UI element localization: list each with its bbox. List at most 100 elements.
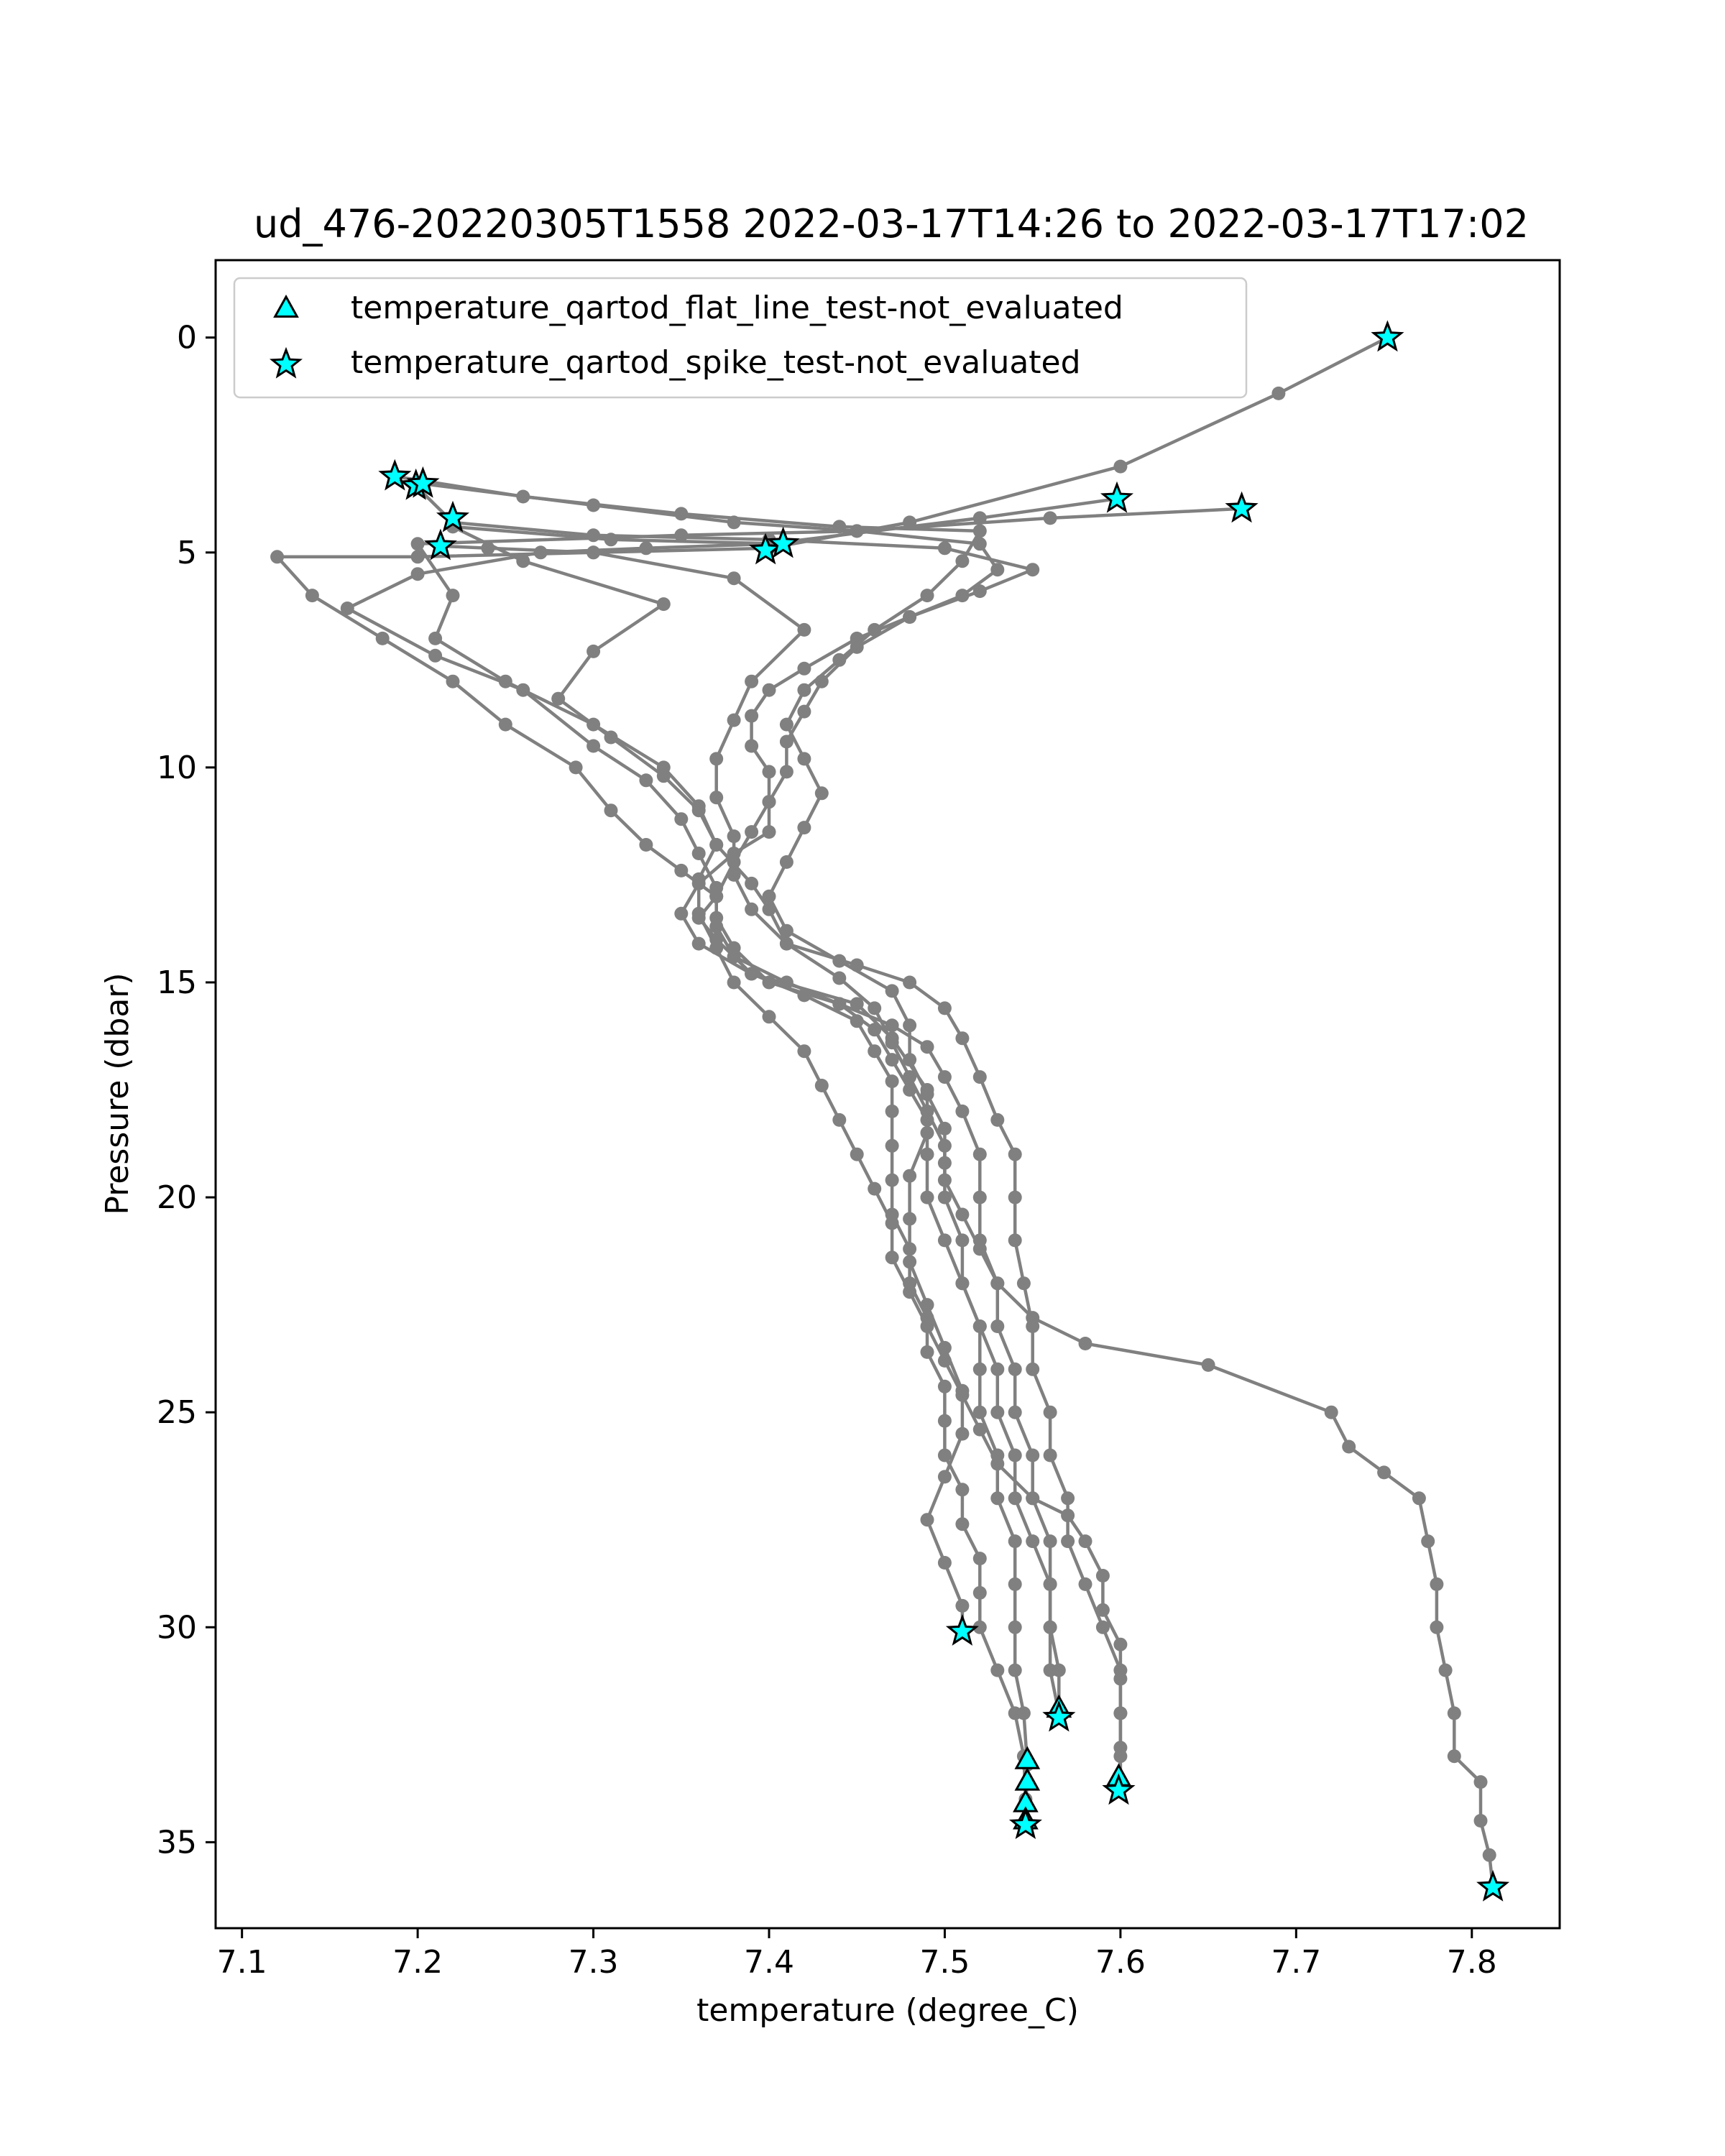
data-point [885, 1074, 899, 1089]
data-point [586, 644, 601, 658]
data-point [516, 554, 530, 568]
data-point [551, 691, 566, 706]
data-point [903, 1242, 917, 1256]
data-point [745, 709, 759, 723]
data-point [903, 1053, 917, 1067]
data-point [920, 1147, 934, 1161]
axes-frame [214, 259, 1561, 1930]
data-point [1438, 1663, 1453, 1677]
data-point [903, 1070, 917, 1084]
data-point [903, 610, 917, 624]
data-point [972, 1242, 987, 1256]
data-point [709, 919, 724, 934]
y-tick-label: 5 [177, 535, 197, 571]
legend-label: temperature_qartod_flat_line_test-not_ev… [351, 290, 1123, 326]
data-point [762, 889, 776, 903]
data-point [937, 1070, 952, 1084]
data-point [674, 906, 689, 921]
profile-path [346, 497, 1118, 1714]
data-point [533, 545, 548, 560]
data-point [410, 537, 425, 551]
data-point [885, 1018, 899, 1033]
data-point [779, 717, 794, 732]
data-point [691, 803, 706, 818]
data-point [814, 674, 829, 688]
data-point [1482, 1848, 1496, 1862]
data-point [885, 984, 899, 998]
data-point [446, 589, 460, 603]
data-point [972, 1190, 987, 1204]
x-axis: 7.1 7.2 7.3 7.4 7.5 7.6 7.7 7.8 [217, 1928, 1497, 1981]
data-point [903, 1212, 917, 1226]
legend-star-icon [269, 346, 303, 379]
data-point [1008, 1620, 1022, 1634]
data-point [797, 622, 811, 637]
data-point [1421, 1534, 1435, 1549]
data-point [972, 1319, 987, 1333]
data-point [1061, 1508, 1075, 1523]
data-point [1008, 1448, 1022, 1462]
x-tick-label: 7.2 [392, 1944, 443, 1981]
data-point [745, 674, 759, 688]
data-point [727, 867, 741, 882]
data-point [762, 1010, 776, 1024]
data-point [498, 674, 512, 688]
data-point [885, 1104, 899, 1118]
data-point [885, 1138, 899, 1153]
data-point [1043, 511, 1057, 525]
spike-marker [1042, 1700, 1076, 1732]
data-point [797, 661, 811, 676]
flag-series [378, 320, 1510, 1902]
data-point [1026, 1491, 1040, 1506]
data-point [990, 1405, 1005, 1419]
data-point [745, 902, 759, 916]
data-point [1271, 386, 1286, 400]
data-point [1078, 1337, 1092, 1350]
data-point [990, 1491, 1005, 1506]
data-point [937, 1138, 952, 1153]
data-point [850, 524, 864, 538]
data-point [569, 760, 583, 775]
data-point [920, 1087, 934, 1101]
legend-marker [269, 346, 303, 379]
y-axis: 0 5 10 15 20 25 30 35 [157, 320, 216, 1861]
data-point [903, 1169, 917, 1183]
data-point [1008, 1190, 1022, 1204]
data-point [727, 713, 741, 727]
x-tick-label: 7.5 [919, 1944, 970, 1981]
data-point [832, 653, 847, 667]
data-point [639, 773, 653, 788]
data-point [955, 1427, 970, 1441]
data-point [375, 631, 390, 645]
chart-title: ud_476-20220305T1558 2022-03-17T14:26 to… [254, 201, 1529, 247]
data-point [428, 648, 443, 663]
data-point [1026, 1311, 1040, 1325]
x-tick-label: 7.8 [1447, 1944, 1497, 1981]
data-point [832, 997, 847, 1011]
data-point [762, 825, 776, 839]
data-point [1043, 1577, 1057, 1591]
data-point [691, 936, 706, 951]
data-point [990, 1276, 1005, 1291]
spike-marker [1371, 320, 1404, 352]
data-point [270, 550, 285, 564]
data-point [814, 1079, 829, 1092]
spike-marker [378, 459, 412, 491]
data-point [868, 1181, 882, 1196]
spike-marker [1225, 491, 1259, 523]
data-point [639, 838, 653, 852]
data-point [797, 683, 811, 697]
data-point [674, 863, 689, 877]
data-point [797, 1044, 811, 1059]
data-point [481, 541, 495, 556]
data-point [1078, 1577, 1092, 1591]
data-point [1026, 1534, 1040, 1549]
data-point [955, 1388, 970, 1402]
data-point [920, 1190, 934, 1204]
data-point [797, 752, 811, 766]
data-point [990, 1663, 1005, 1677]
data-point [937, 1233, 952, 1248]
data-point [885, 1053, 899, 1067]
data-point [1008, 1362, 1022, 1376]
data-point [868, 1023, 882, 1037]
